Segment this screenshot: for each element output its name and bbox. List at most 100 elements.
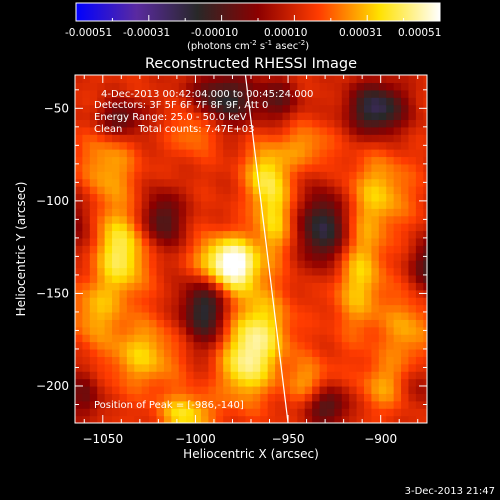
heatmap-cell xyxy=(275,82,284,91)
heatmap-cell xyxy=(334,208,343,217)
heatmap-cell xyxy=(215,385,224,394)
heatmap-cell xyxy=(163,348,172,357)
heatmap-cell xyxy=(208,149,217,158)
heatmap-cell xyxy=(156,82,165,91)
heatmap-cell xyxy=(312,393,321,402)
heatmap-cell xyxy=(319,245,328,254)
heatmap-cell xyxy=(75,208,84,217)
heatmap-cell xyxy=(186,119,195,128)
heatmap-cell xyxy=(252,378,261,387)
heatmap-cell xyxy=(238,282,247,291)
heatmap-cell xyxy=(149,163,158,172)
heatmap-cell xyxy=(289,319,298,328)
heatmap-cell xyxy=(312,260,321,269)
heatmap-cell xyxy=(423,408,427,417)
colorbar-tick-label: 0.00051 xyxy=(398,27,441,39)
heatmap-cell xyxy=(156,341,165,350)
heatmap-cell xyxy=(371,97,380,106)
heatmap-cell xyxy=(89,104,98,113)
heatmap-cell xyxy=(186,297,195,306)
heatmap-cell xyxy=(163,104,172,113)
heatmap-cell xyxy=(126,252,135,261)
heatmap-cell xyxy=(149,378,158,387)
heatmap-cell xyxy=(215,378,224,387)
heatmap-cell xyxy=(252,223,261,232)
heatmap-cell xyxy=(341,82,350,91)
heatmap-cell xyxy=(171,393,180,402)
heatmap-cell xyxy=(171,112,180,121)
heatmap-cell xyxy=(238,297,247,306)
heatmap-cell xyxy=(141,193,150,202)
heatmap-cell xyxy=(319,75,328,83)
heatmap-cell xyxy=(401,289,410,298)
heatmap-cell xyxy=(178,378,187,387)
heatmap-cell xyxy=(364,171,373,180)
heatmap-cell xyxy=(423,82,427,91)
heatmap-cell xyxy=(275,378,284,387)
heatmap-cell xyxy=(297,75,306,83)
heatmap-cell xyxy=(386,289,395,298)
heatmap-cell xyxy=(260,178,269,187)
heatmap-cell xyxy=(97,378,106,387)
heatmap-cell xyxy=(245,149,254,158)
heatmap-cell xyxy=(89,171,98,180)
heatmap-cell xyxy=(252,186,261,195)
heatmap-cell xyxy=(200,267,209,276)
heatmap-cell xyxy=(341,356,350,365)
heatmap-cell xyxy=(356,171,365,180)
heatmap-cell xyxy=(156,171,165,180)
heatmap-cell xyxy=(230,75,239,83)
heatmap-cell xyxy=(275,230,284,239)
heatmap-cell xyxy=(134,371,143,380)
heatmap-cell xyxy=(378,371,387,380)
heatmap-cell xyxy=(134,163,143,172)
heatmap-cell xyxy=(193,274,202,283)
heatmap-cell xyxy=(275,297,284,306)
heatmap-cell xyxy=(141,156,150,165)
heatmap-cell xyxy=(260,393,269,402)
heatmap-cell xyxy=(334,112,343,121)
heatmap-cell xyxy=(171,156,180,165)
heatmap-cell xyxy=(364,119,373,128)
heatmap-cell xyxy=(75,371,84,380)
heatmap-cell xyxy=(319,267,328,276)
heatmap-cell xyxy=(304,193,313,202)
heatmap-cell xyxy=(341,289,350,298)
heatmap-cell xyxy=(163,371,172,380)
heatmap-cell xyxy=(252,82,261,91)
heatmap-cell xyxy=(289,408,298,417)
y-axis-label: Heliocentric Y (arcsec) xyxy=(14,182,28,317)
heatmap-cell xyxy=(97,289,106,298)
heatmap-cell xyxy=(393,252,402,261)
heatmap-cell xyxy=(186,289,195,298)
heatmap-cell xyxy=(230,119,239,128)
heatmap-cell xyxy=(267,149,276,158)
heatmap-cell xyxy=(393,193,402,202)
heatmap-cell xyxy=(319,348,328,357)
heatmap-cell xyxy=(267,89,276,98)
heatmap-cell xyxy=(275,311,284,320)
heatmap-cell xyxy=(289,193,298,202)
heatmap-cell xyxy=(149,319,158,328)
heatmap-cell xyxy=(378,378,387,387)
heatmap-cell xyxy=(415,260,424,269)
heatmap-cell xyxy=(371,348,380,357)
heatmap-cell xyxy=(252,237,261,246)
heatmap-cell xyxy=(393,348,402,357)
heatmap-cell xyxy=(200,415,209,423)
heatmap-cell xyxy=(356,326,365,335)
heatmap-cell xyxy=(423,237,427,246)
heatmap-cell xyxy=(104,208,113,217)
heatmap-cell xyxy=(89,297,98,306)
heatmap-cell xyxy=(275,400,284,409)
heatmap-cell xyxy=(149,223,158,232)
heatmap-cell xyxy=(104,267,113,276)
heatmap-cell xyxy=(349,311,358,320)
heatmap-cell xyxy=(245,230,254,239)
heatmap-cell xyxy=(289,112,298,121)
heatmap-cell xyxy=(334,134,343,143)
heatmap-cell xyxy=(364,363,373,372)
heatmap-cell xyxy=(378,274,387,283)
heatmap-cell xyxy=(349,178,358,187)
heatmap-cell xyxy=(119,156,128,165)
